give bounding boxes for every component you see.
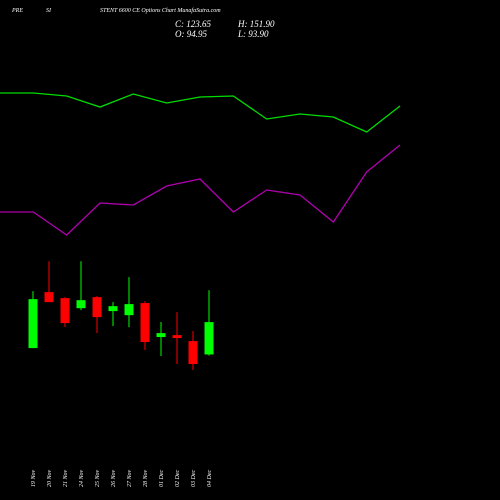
- candle-body: [204, 322, 214, 355]
- candle-body: [124, 304, 134, 316]
- candle-body: [76, 300, 86, 309]
- ohlc-label: O: 94.95: [175, 29, 207, 39]
- candle-body: [44, 292, 54, 303]
- ohlc-label: H: 151.90: [237, 19, 275, 29]
- x-tick-label: 26 Nov: [111, 469, 117, 487]
- ohlc-label: L: 93.90: [237, 29, 269, 39]
- x-tick-label: 21 Nov: [63, 469, 69, 487]
- line-series: [0, 92, 401, 133]
- candle-body: [172, 335, 182, 339]
- x-tick-label: 28 Nov: [143, 469, 149, 487]
- title-part: PRE: [11, 8, 23, 14]
- ohlc-label: C: 123.65: [175, 19, 212, 29]
- x-tick-label: 01 Dec: [159, 470, 165, 487]
- x-tick-label: 25 Nov: [95, 469, 101, 487]
- x-tick-label: 24 Nov: [78, 469, 85, 487]
- candle-body: [188, 341, 198, 365]
- line-series: [0, 144, 401, 236]
- candle-body: [140, 303, 150, 343]
- title-part: SI: [46, 8, 52, 14]
- candle-body: [60, 298, 70, 324]
- x-tick-label: 19 Nov: [31, 469, 37, 487]
- x-tick-label: 02 Dec: [175, 470, 181, 487]
- candle-body: [92, 297, 102, 318]
- candle-body: [28, 299, 38, 349]
- title-part: STENT 6600 CE Options Chart MunafaSutra.…: [100, 7, 221, 14]
- x-tick-label: 03 Dec: [191, 470, 197, 487]
- x-tick-label: 20 Nov: [47, 469, 53, 487]
- candle-body: [156, 333, 166, 338]
- x-tick-label: 27 Nov: [127, 469, 133, 487]
- candle-body: [108, 306, 118, 312]
- x-tick-label: 04 Dec: [206, 470, 213, 487]
